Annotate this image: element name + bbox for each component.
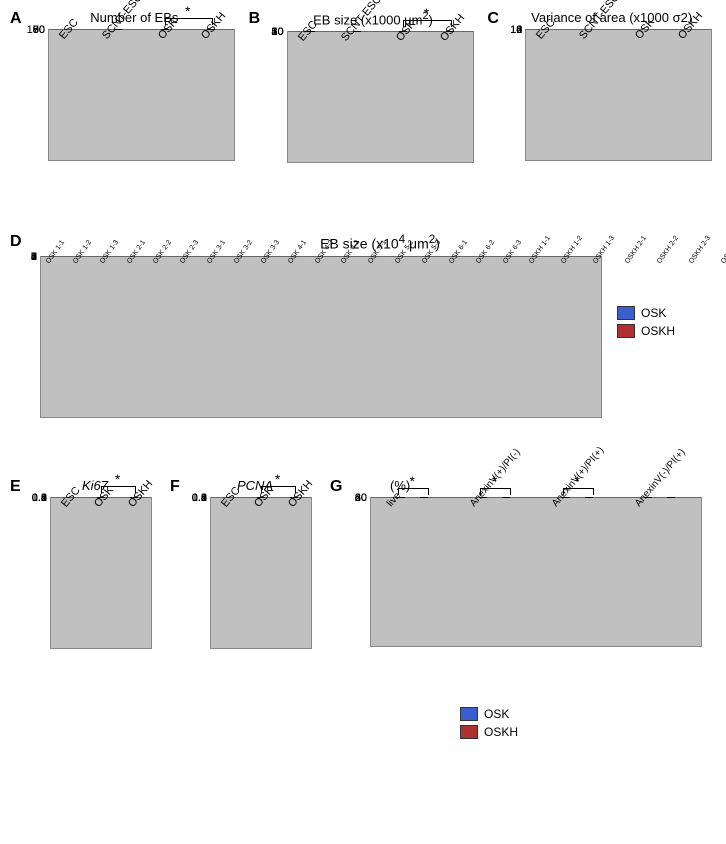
legend-swatch bbox=[460, 725, 478, 739]
panel-d-chart: 012345678OSK 1-1OSK 1-2OSK 1-3OSK 2-1OSK… bbox=[40, 256, 602, 418]
panel-c: C Variance of area (x1000 σ2) 0481216ESC… bbox=[487, 10, 716, 163]
xlabel: AnexinV(+)/PI(+) bbox=[550, 439, 611, 509]
panel-f-label: F bbox=[170, 478, 180, 496]
panel-g-chart: 020406080liveAnexinV(+)/PI(-)AnexinV(+)/… bbox=[370, 497, 702, 647]
panel-d-label: D bbox=[10, 233, 22, 251]
xlabel: live bbox=[385, 439, 446, 509]
xlabel: AnexinV(-)/PI(+) bbox=[633, 439, 694, 509]
ytick: 8 bbox=[31, 251, 41, 263]
panel-e-chart: 00.20.40.60.811.2ESCOSKOSKH* bbox=[50, 497, 152, 649]
ytick: 50 bbox=[271, 26, 287, 38]
significance-star: * bbox=[185, 4, 190, 18]
panel-c-title-sigma: σ bbox=[673, 10, 681, 25]
significance-star: * bbox=[424, 6, 429, 20]
panel-b-label: B bbox=[249, 10, 261, 28]
panel-g-legend: OSK OSKH bbox=[460, 707, 710, 739]
legend-swatch bbox=[617, 324, 635, 338]
legend-swatch bbox=[460, 707, 478, 721]
xlabel: AnexinV(+)/PI(-) bbox=[468, 439, 529, 509]
xlabel: OSKH 3-1 bbox=[720, 235, 726, 265]
panel-f-chart: 00.20.40.60.811.2ESCOSKOSKH* bbox=[210, 497, 312, 649]
ytick: 16 bbox=[510, 24, 526, 36]
legend-label: OSKH bbox=[641, 324, 675, 338]
panel-e: E Ki67 00.20.40.60.811.2ESCOSKOSKH* bbox=[10, 478, 160, 739]
significance-star: * bbox=[115, 472, 120, 486]
ytick: 80 bbox=[355, 492, 371, 504]
panel-c-label: C bbox=[487, 10, 499, 28]
legend-swatch bbox=[617, 306, 635, 320]
panel-a-chart: 5060708090100ESCSCNT-ESCOSKOSKH* bbox=[48, 29, 235, 161]
ytick: 1.2 bbox=[32, 492, 51, 504]
panel-g-label: G bbox=[330, 478, 342, 496]
panel-g: G (%) 020406080liveAnexinV(+)/PI(-)Anexi… bbox=[330, 478, 710, 739]
legend-label: OSK bbox=[641, 306, 666, 320]
ytick: 1.2 bbox=[192, 492, 211, 504]
panel-d: D EB size (x104 μm2) 012345678OSK 1-1OSK… bbox=[10, 233, 710, 418]
significance-star: * bbox=[275, 472, 280, 486]
legend-item: OSK bbox=[617, 306, 675, 320]
panel-e-label: E bbox=[10, 478, 21, 496]
panel-f: F PCNA 00.20.40.60.811.2ESCOSKOSKH* bbox=[170, 478, 320, 739]
panel-c-chart: 0481216ESCSCNT-ESCOSKOSKH bbox=[525, 29, 712, 161]
panel-d-legend: OSK OSKH bbox=[617, 306, 675, 338]
panel-b: B EB size (x1000 μm2) 01020304050ESCSCNT… bbox=[249, 10, 478, 163]
significance-star: * bbox=[492, 474, 497, 488]
legend-item: OSKH bbox=[617, 324, 675, 338]
panel-a-label: A bbox=[10, 10, 22, 28]
significance-star: * bbox=[575, 474, 580, 488]
ytick: 100 bbox=[27, 24, 49, 36]
legend-label: OSK bbox=[484, 707, 509, 721]
panel-a: A Number of EBs 5060708090100ESCSCNT-ESC… bbox=[10, 10, 239, 163]
legend-item: OSKH bbox=[460, 725, 710, 739]
legend-label: OSKH bbox=[484, 725, 518, 739]
panel-b-chart: 01020304050ESCSCNT-ESCOSKOSKH* bbox=[287, 31, 474, 163]
significance-star: * bbox=[410, 474, 415, 488]
legend-item: OSK bbox=[460, 707, 710, 721]
